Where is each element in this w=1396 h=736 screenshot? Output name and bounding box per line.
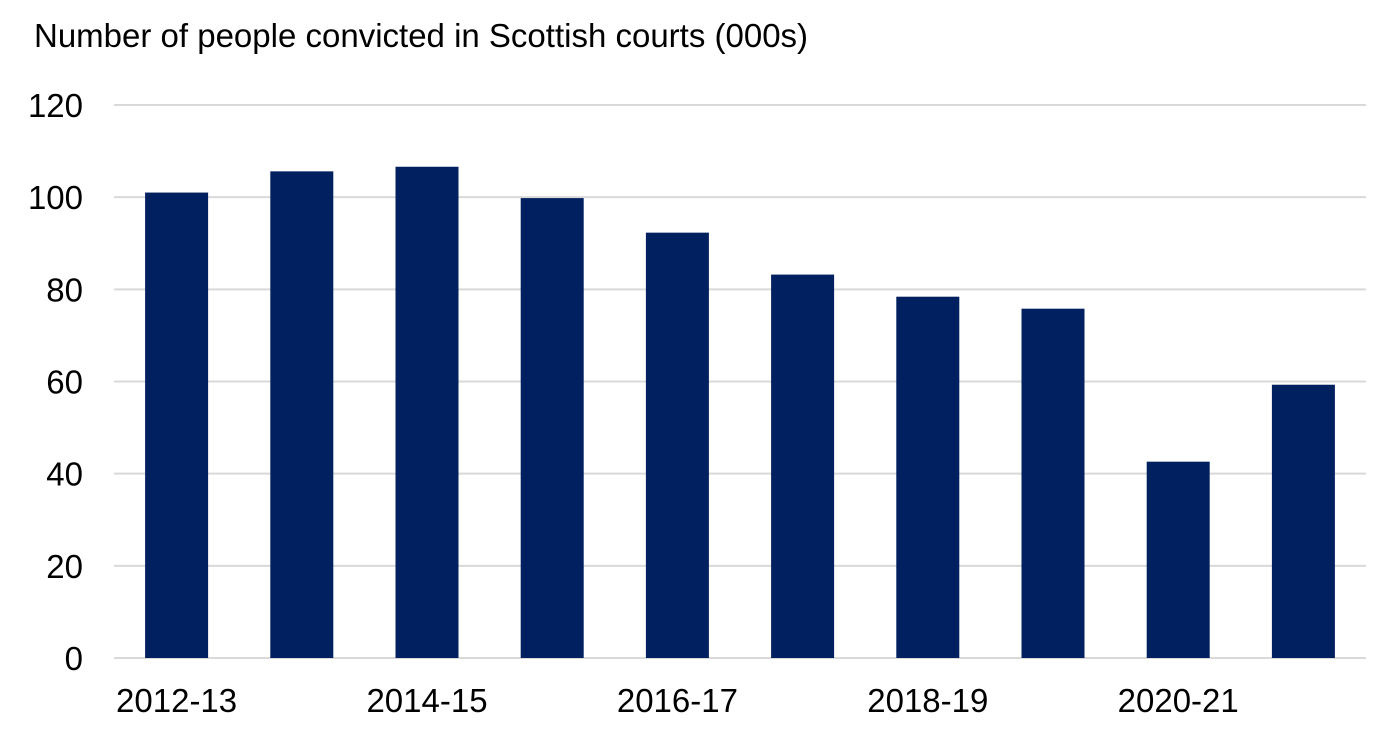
y-tick-label: 100 [28, 179, 83, 216]
bar: 2015-16: 99.8 [520, 198, 584, 659]
y-tick-label: 20 [46, 548, 83, 585]
x-tick-label: 2014-15 [366, 682, 487, 719]
bar: 2013-14: 105.6 [270, 171, 334, 659]
x-tick-label: 2016-17 [617, 682, 738, 719]
bars: 2012-13: 101 2013-14: 105.6 2014-15: 106.6… [145, 166, 1335, 659]
x-axis-tick-labels: 2012-13 2014-15 2016-17 2018-19 2020-21 [116, 682, 1239, 719]
bar: 2014-15: 106.6 [395, 166, 459, 659]
x-tick-label: 2012-13 [116, 682, 237, 719]
bar: 2018-19: 78.4 [896, 296, 960, 658]
bar: 2017-18: 83.2 [771, 274, 835, 658]
chart-title: Number of people convicted in Scottish c… [34, 17, 809, 54]
y-tick-label: 120 [28, 87, 83, 124]
bar: 2016-17: 92.3 [645, 232, 709, 659]
y-axis-tick-labels: 0 20 40 60 80 100 120 [28, 87, 83, 677]
y-tick-label: 0 [65, 640, 83, 677]
y-tick-label: 80 [46, 271, 83, 308]
y-tick-label: 40 [46, 456, 83, 493]
x-tick-label: 2018-19 [867, 682, 988, 719]
bar: 2019-20: 75.8 [1021, 308, 1085, 658]
x-tick-label: 2020-21 [1118, 682, 1239, 719]
bar: 2020-21: 42.6 [1146, 461, 1210, 658]
bar: 2021-22: 59.3 [1271, 384, 1335, 658]
bar: 2012-13: 101 [145, 192, 209, 658]
y-tick-label: 60 [46, 364, 83, 401]
